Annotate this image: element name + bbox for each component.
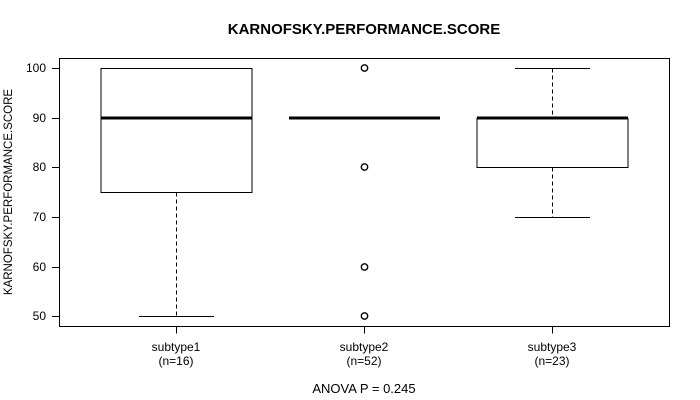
anova-annotation: ANOVA P = 0.245 xyxy=(312,381,416,396)
outlier-point xyxy=(360,163,369,171)
box-subtype1 xyxy=(100,68,253,193)
y-axis-tick-label: 60 xyxy=(32,260,46,274)
x-axis-group-label-subtype1: subtype1 (n=16) xyxy=(151,340,201,368)
y-axis-tick-label: 100 xyxy=(25,61,46,75)
outlier-point xyxy=(360,312,369,320)
x-axis-group-label-subtype2: subtype2 (n=52) xyxy=(339,340,389,368)
outlier-point xyxy=(360,64,369,72)
y-axis-tick-label: 50 xyxy=(32,309,46,323)
outlier-point xyxy=(360,263,369,271)
y-axis-tick-label: 70 xyxy=(32,210,46,224)
box-subtype3 xyxy=(476,118,629,168)
chart-title: KARNOFSKY.PERFORMANCE.SCORE xyxy=(227,21,501,38)
y-axis-tick-label: 90 xyxy=(32,111,46,125)
x-axis-group-label-subtype3: subtype3 (n=23) xyxy=(527,340,577,368)
y-axis-tick-label: 80 xyxy=(32,160,46,174)
